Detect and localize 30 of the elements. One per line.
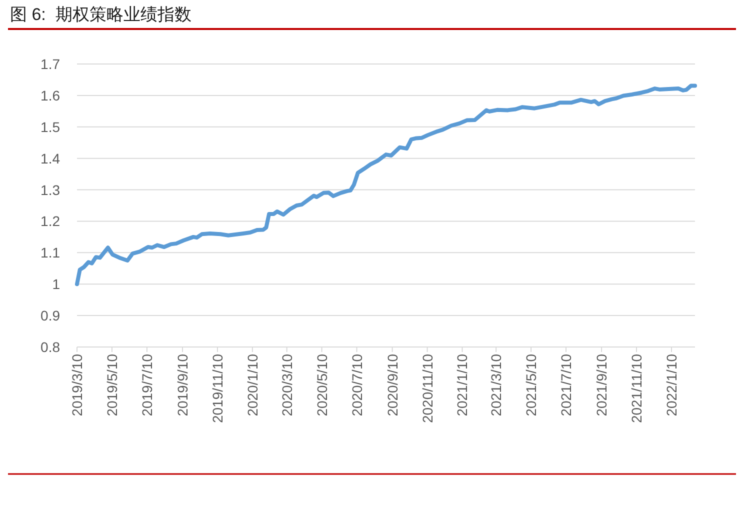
y-tick-label: 1.7 (40, 56, 60, 72)
x-tick-label: 2020/7/10 (348, 354, 365, 416)
x-tick-label: 2021/1/10 (454, 354, 470, 416)
y-tick-label: 1.6 (40, 87, 60, 104)
x-tick-label: 2021/11/10 (628, 354, 645, 424)
y-tick-label: 1.5 (40, 118, 60, 135)
x-tick-label: 2021/3/10 (488, 354, 504, 416)
x-tick-label: 2019/7/10 (138, 354, 155, 416)
y-tick-label: 1.4 (40, 150, 60, 166)
chart-title: 图 6: 期权策略业绩指数 (10, 5, 192, 24)
y-tick-label: 0.8 (40, 339, 60, 355)
x-tick-label: 2021/5/10 (523, 354, 540, 416)
x-tick-label: 2019/3/10 (69, 354, 85, 416)
line-series (75, 84, 697, 286)
y-tick-label: 1.2 (40, 213, 60, 230)
x-tick-label: 2019/11/10 (209, 354, 226, 424)
x-tick-label: 2021/9/10 (594, 354, 610, 416)
x-tick-label: 2022/1/10 (663, 354, 680, 416)
x-tick-label: 2019/9/10 (174, 354, 190, 416)
x-tick-label: 2020/9/10 (384, 354, 400, 416)
x-tick-label: 2020/5/10 (314, 354, 330, 416)
x-tick-label: 2020/3/10 (278, 354, 295, 416)
y-tick-label: 1.3 (40, 182, 60, 198)
y-tick-label: 1.1 (40, 244, 60, 261)
x-tick-label: 2020/11/10 (419, 354, 436, 424)
x-tick-label: 2019/5/10 (104, 354, 120, 416)
x-tick-label: 2021/7/10 (558, 354, 574, 416)
x-tick-label: 2020/1/10 (244, 354, 260, 416)
y-tick-label: 1 (52, 276, 60, 292)
y-tick-label: 0.9 (40, 308, 60, 324)
